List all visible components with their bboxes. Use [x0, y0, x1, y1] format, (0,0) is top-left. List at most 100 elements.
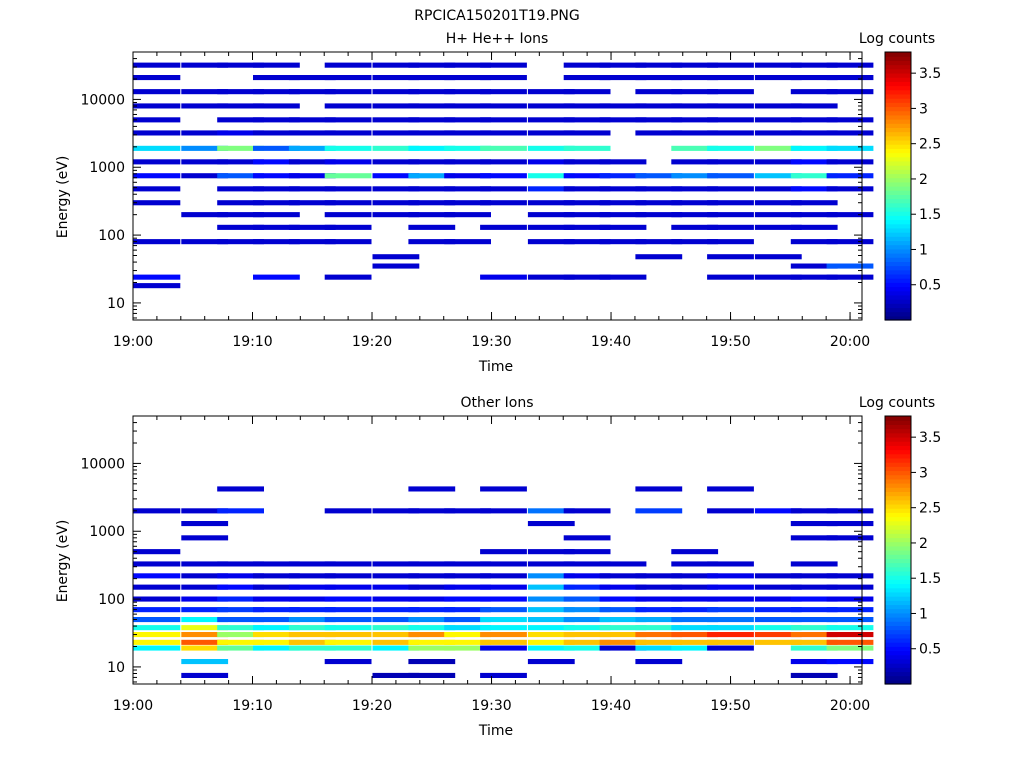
- heatmap-cell: [826, 521, 874, 527]
- heatmap-cell: [599, 159, 647, 165]
- heatmap-cell: [444, 173, 491, 179]
- colorbar-frame: [884, 415, 912, 685]
- heatmap-cell: [324, 632, 372, 638]
- heatmap-cell: [563, 186, 611, 192]
- colorbar-segment: [885, 596, 911, 601]
- heatmap-cell: [444, 573, 491, 579]
- heatmap-cell: [372, 573, 420, 579]
- colorbar-tick-label: 2.5: [919, 137, 941, 153]
- heatmap-cell: [790, 263, 838, 269]
- heatmap-cell: [671, 212, 719, 218]
- heatmap-cell: [480, 561, 527, 567]
- heatmap-cell: [288, 645, 336, 651]
- heatmap-cell: [253, 173, 300, 179]
- heatmap-cell: [671, 145, 719, 151]
- heatmap-cell: [563, 584, 611, 590]
- colorbar-segment: [885, 524, 911, 530]
- heatmap-cell: [324, 617, 372, 623]
- heatmap-cell: [635, 486, 683, 492]
- heatmap-cell: [707, 561, 754, 567]
- heatmap-cell: [133, 508, 181, 514]
- heatmap-cell: [217, 639, 264, 645]
- heatmap-cell: [217, 239, 264, 245]
- heatmap-cell: [826, 645, 874, 651]
- heatmap-cell: [253, 639, 300, 645]
- heatmap-cell: [372, 254, 420, 260]
- heatmap-cell: [181, 632, 229, 638]
- heatmap-cell: [707, 212, 754, 218]
- heatmap-cell: [826, 274, 874, 280]
- heatmap-cell: [599, 607, 647, 613]
- heatmap-cell: [288, 596, 336, 602]
- colorbar-segment: [885, 558, 911, 564]
- heatmap-cell: [408, 145, 456, 151]
- heatmap-cell: [707, 274, 754, 280]
- heatmap-cell: [181, 659, 229, 665]
- heatmap-cell: [372, 625, 420, 631]
- colorbar-segment: [885, 160, 911, 166]
- colorbar-segment: [885, 68, 911, 74]
- colorbar-segment: [885, 642, 911, 647]
- colorbar-segment: [885, 491, 911, 497]
- heatmap-cell: [181, 625, 229, 631]
- heatmap-cell: [217, 103, 264, 109]
- colorbar-frame: [884, 51, 912, 321]
- colorbar-segment: [885, 428, 911, 434]
- heatmap-cell: [253, 62, 300, 68]
- heatmap-cell: [480, 186, 527, 192]
- heatmap-cell: [408, 659, 456, 665]
- heatmap-cell: [599, 639, 647, 645]
- heatmap-cell: [444, 186, 491, 192]
- heatmap-cell: [372, 186, 420, 192]
- heatmap-cell: [408, 607, 456, 613]
- panel-top: H+ He++ Ions Energy (eV) Time Log counts…: [55, 31, 941, 375]
- heatmap-cell: [288, 117, 336, 123]
- plot-frame: [132, 51, 863, 321]
- heatmap-cell: [707, 486, 754, 492]
- heatmap-cell: [217, 117, 264, 123]
- heatmap-cell: [826, 186, 874, 192]
- heatmap-cell: [790, 89, 838, 95]
- heatmap-cell: [253, 607, 300, 613]
- heatmap-cell: [444, 62, 491, 68]
- heatmap-cell: [790, 173, 838, 179]
- x-tick-label: 19:50: [710, 698, 750, 714]
- colorbar-segment: [885, 470, 911, 476]
- heatmap-cell: [707, 632, 754, 638]
- colorbar-segment: [885, 123, 911, 128]
- colorbar-segment: [885, 570, 911, 576]
- heatmap-cell: [133, 584, 181, 590]
- heatmap-cell: [324, 200, 372, 206]
- heatmap-cell: [563, 561, 611, 567]
- x-tick-label: 19:10: [232, 334, 272, 350]
- heatmap-cell: [754, 159, 802, 165]
- heatmap-cell: [324, 159, 372, 165]
- heatmap-cell: [253, 573, 300, 579]
- heatmap-cell: [288, 617, 336, 623]
- heatmap-cell: [181, 103, 229, 109]
- heatmap-cell: [754, 186, 802, 192]
- heatmap-cell: [217, 186, 264, 192]
- colorbar-segment: [885, 257, 911, 262]
- heatmap-cell: [707, 596, 754, 602]
- heatmap-cell: [217, 632, 264, 638]
- heatmap-cell: [253, 75, 300, 81]
- heatmap-cell: [754, 274, 802, 280]
- colorbar-segment: [885, 679, 911, 685]
- heatmap-cell: [408, 224, 456, 230]
- heatmap-cell: [599, 625, 647, 631]
- panel-bottom: Other Ions Energy (eV) Time Log counts 1…: [55, 395, 941, 739]
- heatmap-cell: [527, 224, 575, 230]
- heatmap-cell: [707, 645, 754, 651]
- colorbar-segment: [885, 56, 911, 61]
- heatmap-cell: [372, 617, 420, 623]
- heatmap-cell: [635, 617, 683, 623]
- heatmap-cell: [133, 639, 181, 645]
- heatmap-cell: [288, 239, 336, 245]
- heatmap-cell: [444, 508, 491, 514]
- heatmap-cell: [133, 274, 181, 280]
- heatmap-cell: [826, 263, 874, 269]
- heatmap-cell: [133, 607, 181, 613]
- colorbar-segment: [885, 591, 911, 597]
- heatmap-cell: [253, 617, 300, 623]
